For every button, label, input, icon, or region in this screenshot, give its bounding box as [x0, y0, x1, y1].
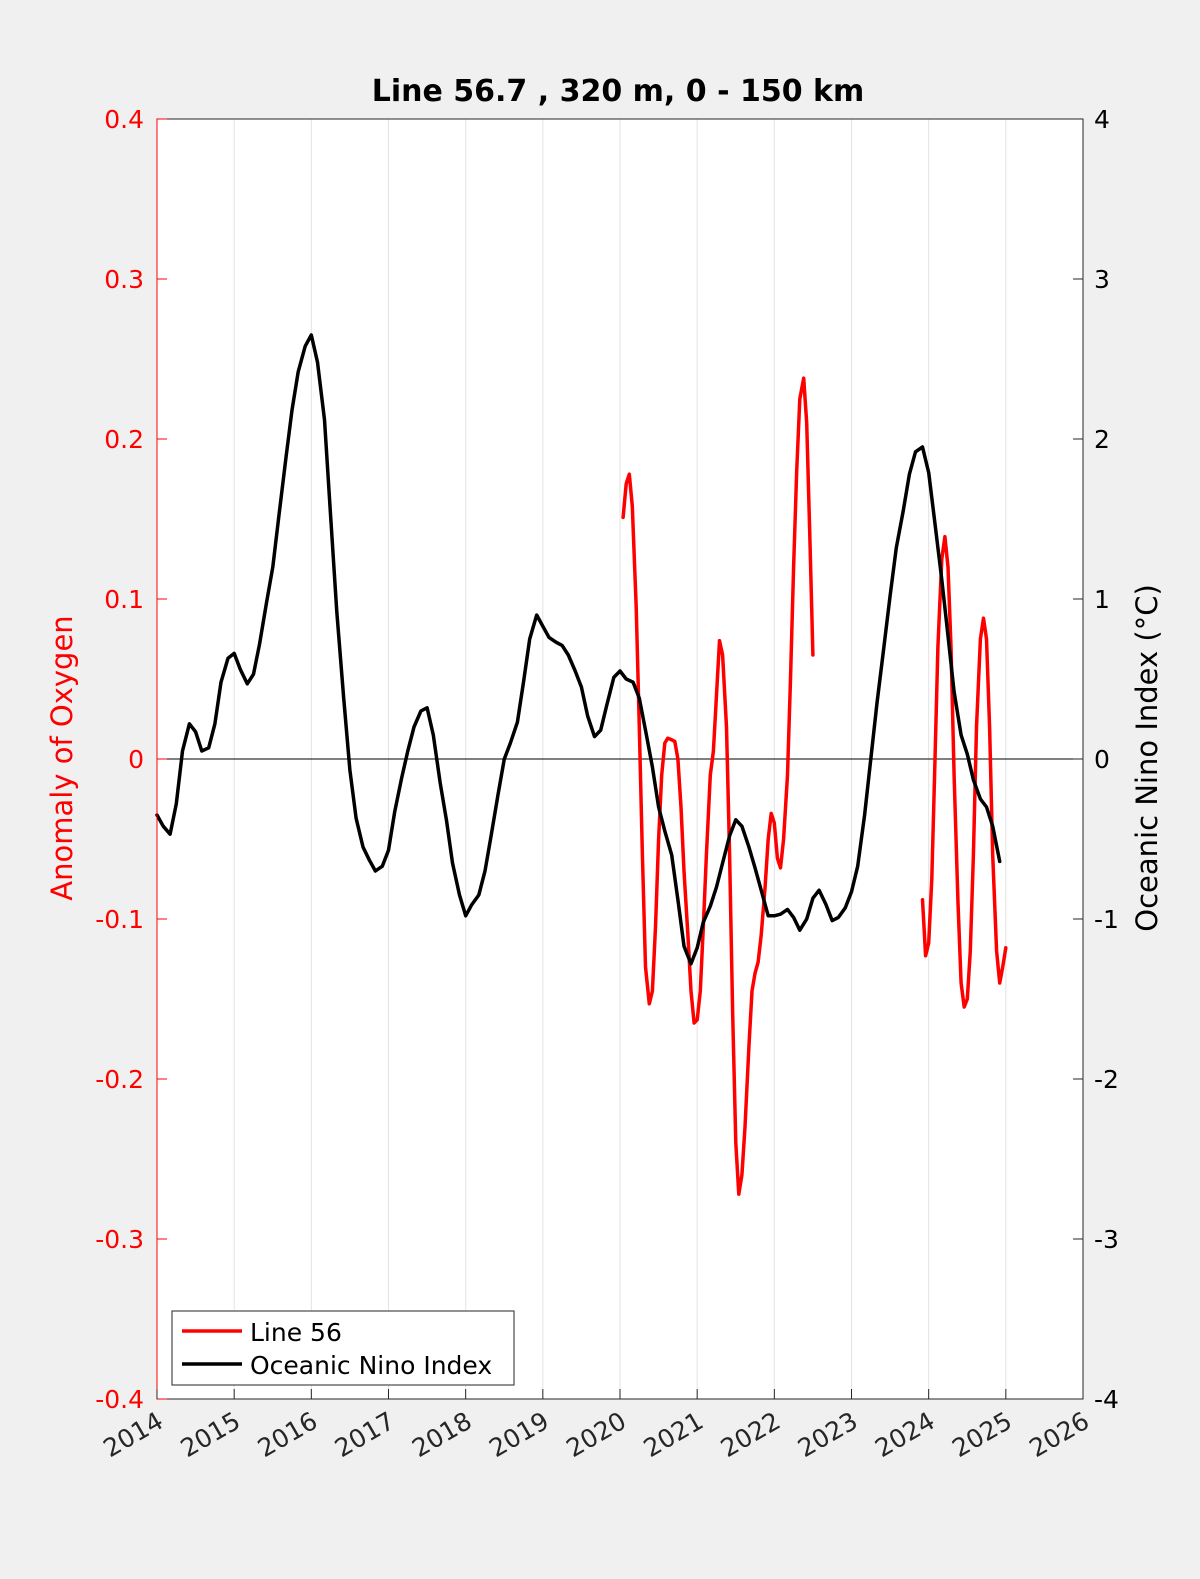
oni-series-line-segment-0 [155, 333, 1002, 966]
legend-box [171, 1310, 515, 1386]
right-y-tick-label: -1 [1094, 905, 1119, 934]
left-y-axis: -0.4 -0.3 -0.2 -0.1 0 0.1 0.2 0.3 0.4 [95, 105, 167, 1414]
left-y-tick-label: 0.2 [104, 425, 144, 454]
left-y-tick-label: -0.4 [95, 1385, 144, 1414]
left-y-tick-label: 0.4 [104, 105, 144, 134]
legend-line56-label: Line 56 [250, 1318, 342, 1347]
legend: Line 56 Oceanic Nino Index [171, 1310, 515, 1386]
left-y-tick-label: 0.1 [104, 585, 144, 614]
line56-series-line-segment-1 [920, 534, 1008, 1009]
right-y-tick-label: 1 [1094, 585, 1110, 614]
right-y-tick-label: 0 [1094, 745, 1110, 774]
left-y-tick-label: -0.2 [95, 1065, 144, 1094]
legend-oni-label: Oceanic Nino Index [250, 1351, 492, 1380]
right-y-tick-label: 4 [1094, 105, 1110, 134]
left-y-tick-label: -0.1 [95, 905, 144, 934]
series-layer [155, 333, 1008, 1196]
chart-title: Line 56.7 , 320 m, 0 - 150 km [372, 74, 865, 109]
line56-series-line-segment-0 [621, 376, 815, 1196]
right-y-tick-label: -2 [1094, 1065, 1119, 1094]
left-y-tick-label: -0.3 [95, 1225, 144, 1254]
right-y-tick-label: 3 [1094, 265, 1110, 294]
right-y-tick-label: -4 [1094, 1385, 1119, 1414]
right-y-axis: -4 -3 -2 -1 0 1 2 3 4 [1073, 105, 1119, 1414]
right-y-tick-label: 2 [1094, 425, 1110, 454]
right-y-tick-label: -3 [1094, 1225, 1119, 1254]
left-y-axis-label: Anomaly of Oxygen [45, 615, 79, 900]
left-y-tick-label: 0.3 [104, 265, 144, 294]
right-y-axis-label: Oceanic Nino Index (°C) [1130, 584, 1164, 932]
left-y-tick-label: 0 [128, 745, 144, 774]
